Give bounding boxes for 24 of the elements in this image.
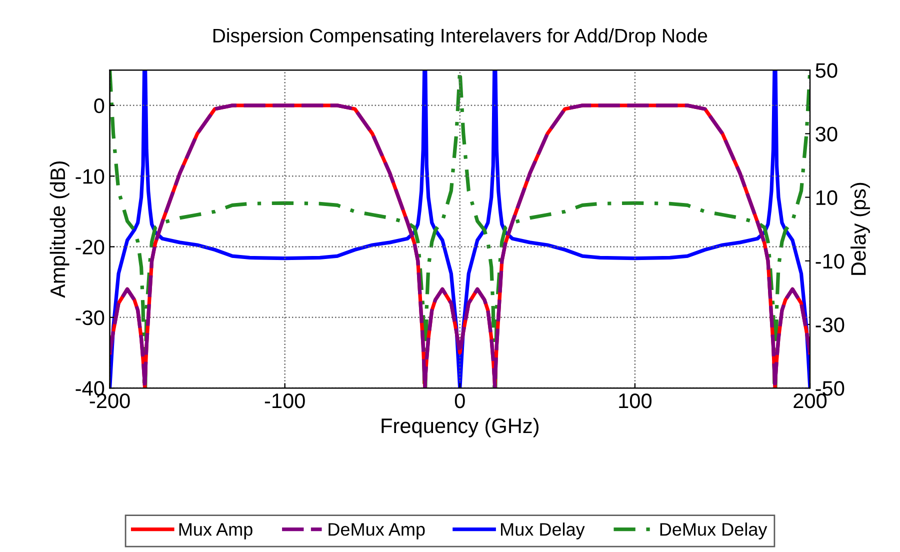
- y2-tick-label: -50: [816, 381, 844, 396]
- x-tick-label: 100: [619, 393, 652, 408]
- y-tick-label: -10: [76, 169, 104, 184]
- y-tick-label: 0: [94, 98, 104, 114]
- x-tick-label: -200: [90, 393, 130, 408]
- legend-label: DeMux Delay: [660, 522, 768, 540]
- y-tick-label: -40: [76, 381, 104, 396]
- y2-tick-label: 50: [816, 63, 838, 78]
- y-tick-label: -30: [76, 310, 104, 326]
- x-tick-label: 0: [454, 393, 465, 408]
- legend-label: Mux Delay: [501, 522, 585, 540]
- x-tick-label: -100: [264, 393, 305, 408]
- y2-tick-label: -10: [816, 254, 844, 269]
- y2-tick-label: 10: [816, 190, 838, 206]
- y-tick-label: -20: [76, 240, 104, 254]
- legend-label: Mux Amp: [179, 523, 252, 540]
- y-axis-title: Amplitude (dB): [50, 161, 70, 298]
- legend-label: DeMux Amp: [328, 523, 425, 540]
- y2-tick-label: 30: [816, 126, 838, 142]
- x-axis-title: Frequency (GHz): [382, 418, 538, 438]
- y2-axis-title: Delay (ps): [850, 182, 870, 275]
- chart-title: Dispersion Compensating Interelavers for Add/Drop Node: [213, 28, 708, 46]
- x-tick-label: 200: [794, 393, 827, 408]
- y2-tick-label: -30: [816, 317, 844, 332]
